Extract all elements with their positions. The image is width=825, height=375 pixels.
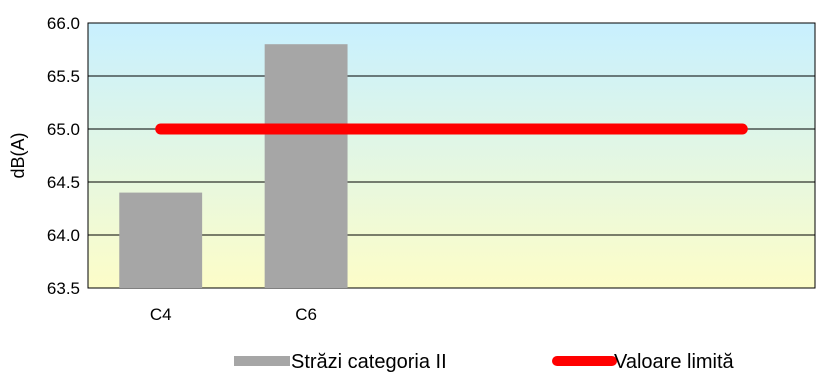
x-tick-label: C6 (295, 305, 317, 324)
legend-swatch-bars (234, 356, 290, 366)
y-tick-label: 65.0 (47, 120, 80, 139)
y-tick-label: 64.0 (47, 226, 80, 245)
y-tick-label: 64.5 (47, 173, 80, 192)
bar (264, 44, 348, 289)
legend-label-limit: Valoare limită (614, 351, 735, 373)
legend: Străzi categoria II Valoare limită (234, 351, 735, 373)
y-tick-label: 65.5 (47, 67, 80, 86)
y-axis-ticks: 63.5 64.0 64.5 65.0 65.5 66.0 (47, 14, 80, 298)
bar (119, 192, 203, 288)
y-axis-label: dB(A) (8, 132, 28, 178)
plot-area (87, 22, 816, 289)
gridlines (88, 22, 815, 289)
bar-series (119, 44, 348, 289)
y-tick-label: 66.0 (47, 14, 80, 33)
y-tick-label: 63.5 (47, 279, 80, 298)
x-tick-label: C4 (150, 305, 172, 324)
legend-label-bars: Străzi categoria II (291, 351, 447, 373)
x-axis-ticks: C4 C6 (150, 305, 317, 324)
